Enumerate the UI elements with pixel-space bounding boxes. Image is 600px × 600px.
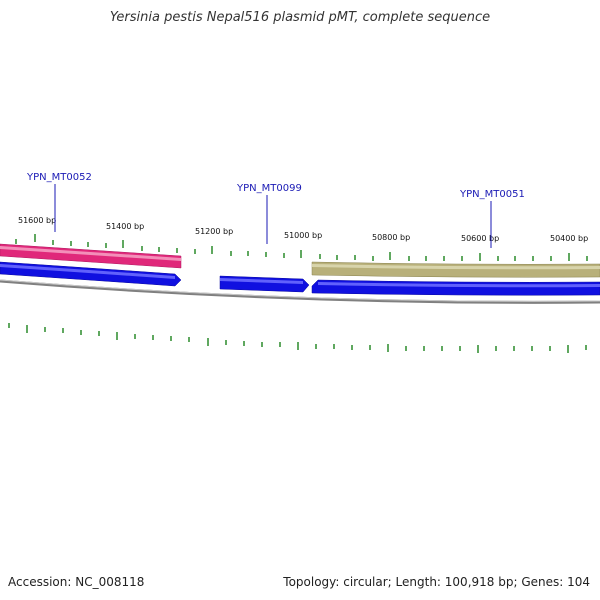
scale-label: 51600 bp [18, 216, 56, 225]
gene-label-text: YPN_MT0051 [459, 189, 525, 200]
accession-text: Accession: NC_008118 [8, 575, 145, 589]
gene-feature-pink-highlight [0, 246, 181, 261]
lower-tick-track [8, 323, 587, 353]
map-title: Yersinia pestis Nepal516 plasmid pMT, co… [109, 10, 491, 25]
scale-label: 51200 bp [195, 227, 233, 236]
gene-feature-blue-2[interactable] [219, 275, 310, 293]
gene-feature-blue-2-highlight [220, 278, 303, 284]
scale-label: 50800 bp [372, 233, 410, 242]
gene-feature-olive[interactable] [311, 261, 600, 278]
upper-tick-track [15, 234, 588, 261]
gene-label-ypn-mt0099[interactable]: YPN_MT0099 [236, 183, 302, 244]
gene-label-ypn-mt0051[interactable]: YPN_MT0051 [459, 189, 525, 248]
scale-label: 50600 bp [461, 234, 499, 243]
gene-feature-blue-3[interactable] [311, 279, 600, 296]
gene-feature-olive-highlight [312, 264, 600, 270]
scale-labels: 51600 bp 51400 bp 51200 bp 51000 bp 5080… [18, 216, 588, 243]
gene-feature-blue-1-highlight [0, 264, 175, 279]
scale-label: 51000 bp [284, 231, 322, 240]
gene-label-ypn-mt0052[interactable]: YPN_MT0052 [26, 172, 92, 232]
scale-label: 50400 bp [550, 234, 588, 243]
gene-label-text: YPN_MT0052 [26, 172, 92, 183]
scale-label: 51400 bp [106, 222, 144, 231]
gene-label-text: YPN_MT0099 [236, 183, 302, 194]
plasmid-backbone [0, 279, 600, 304]
gene-feature-blue-3-highlight [318, 282, 600, 288]
plasmid-backbone-shine [0, 279, 600, 302]
sequence-summary: Topology: circular; Length: 100,918 bp; … [283, 575, 590, 589]
